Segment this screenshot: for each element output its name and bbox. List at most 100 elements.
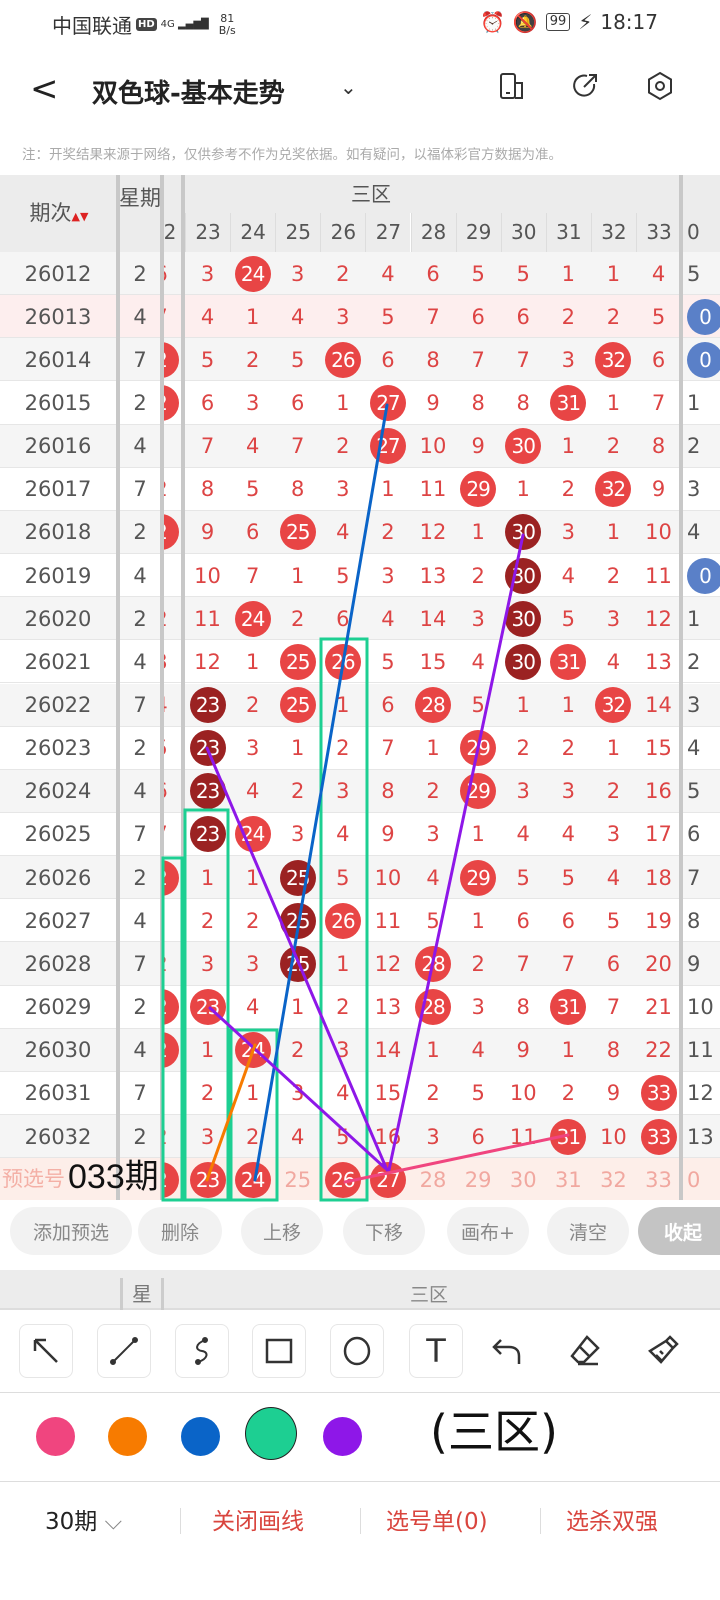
number-cell[interactable]: 5 [591,899,636,942]
blue-cell[interactable]: 0 [683,338,720,381]
page-title[interactable]: 双色球-基本走势 [92,79,285,109]
preselect-cell[interactable]: 2 [163,1158,181,1200]
number-cell[interactable]: 4 [230,770,275,813]
issue-header[interactable]: 期次▲▼ [0,175,118,252]
number-cell[interactable]: 7 [275,425,320,468]
number-cell[interactable]: 10 [636,511,681,554]
number-cell[interactable]: 2 [591,554,636,597]
blue-cell[interactable]: 6 [683,813,720,856]
number-cell[interactable]: 32 [591,468,636,511]
preselect-cell[interactable]: 26 [320,1158,365,1200]
partial-cell[interactable]: 3 [163,640,181,683]
number-cell[interactable]: 13 [411,554,456,597]
number-cell[interactable]: 30 [501,425,546,468]
number-cell[interactable]: 6 [501,295,546,338]
undo-button[interactable] [480,1324,534,1378]
number-cell[interactable]: 1 [230,1072,275,1115]
number-cell[interactable]: 27 [365,425,410,468]
number-cell[interactable]: 11 [501,1115,546,1158]
number-cell[interactable]: 2 [185,1072,230,1115]
number-cell[interactable]: 25 [275,684,320,727]
blue-cell[interactable]: 2 [683,640,720,683]
number-cell[interactable]: 3 [275,252,320,295]
number-cell[interactable]: 33 [636,1115,681,1158]
number-cell[interactable]: 8 [411,338,456,381]
number-cell[interactable]: 6 [185,381,230,424]
number-cell[interactable]: 4 [230,986,275,1029]
number-cell[interactable]: 1 [591,727,636,770]
blue-cell[interactable]: 2 [683,425,720,468]
number-cell[interactable]: 6 [320,597,365,640]
number-cell[interactable]: 1 [230,640,275,683]
number-cell[interactable]: 5 [320,1115,365,1158]
color-orange[interactable] [108,1417,147,1456]
number-cell[interactable]: 6 [546,899,591,942]
number-cell[interactable]: 2 [456,942,501,985]
number-cell[interactable]: 3 [275,1072,320,1115]
number-cell[interactable]: 25 [275,511,320,554]
number-cell[interactable]: 10 [501,1072,546,1115]
number-cell[interactable]: 28 [411,942,456,985]
number-cell[interactable]: 2 [591,770,636,813]
number-cell[interactable]: 2 [365,511,410,554]
number-cell[interactable]: 2 [591,425,636,468]
number-cell[interactable]: 15 [411,640,456,683]
circle-tool-button[interactable] [330,1324,384,1378]
partial-cell[interactable]: 2 [163,511,181,554]
action-button-0[interactable]: 添加预选 [10,1207,132,1255]
number-cell[interactable]: 7 [411,295,456,338]
number-cell[interactable]: 8 [275,468,320,511]
blue-cell[interactable]: 4 [683,727,720,770]
action-button-2[interactable]: 上移 [241,1207,323,1255]
number-cell[interactable]: 1 [546,1029,591,1072]
number-cell[interactable]: 7 [636,381,681,424]
partial-cell[interactable]: 6 [163,252,181,295]
number-cell[interactable]: 2 [456,554,501,597]
number-cell[interactable]: 4 [591,640,636,683]
number-cell[interactable]: 5 [636,295,681,338]
preselect-cell[interactable]: 24 [230,1158,275,1200]
number-cell[interactable]: 3 [546,770,591,813]
number-cell[interactable]: 4 [546,554,591,597]
number-cell[interactable]: 25 [275,942,320,985]
number-cell[interactable]: 4 [275,295,320,338]
number-cell[interactable]: 1 [275,986,320,1029]
number-cell[interactable]: 4 [320,813,365,856]
number-cell[interactable]: 11 [185,597,230,640]
partial-cell[interactable] [163,899,181,942]
number-cell[interactable]: 3 [591,597,636,640]
number-cell[interactable]: 29 [456,468,501,511]
number-cell[interactable]: 4 [456,1029,501,1072]
number-cell[interactable]: 6 [456,295,501,338]
partial-cell[interactable] [163,1072,181,1115]
number-cell[interactable]: 1 [230,856,275,899]
blue-cell[interactable]: 5 [683,770,720,813]
number-cell[interactable]: 4 [365,252,410,295]
number-cell[interactable]: 19 [636,899,681,942]
partial-cell[interactable]: 4 [163,684,181,727]
text-tool-button[interactable]: T [409,1324,463,1378]
number-cell[interactable]: 9 [185,511,230,554]
number-cell[interactable]: 14 [636,684,681,727]
number-cell[interactable]: 5 [456,252,501,295]
color-pink[interactable] [36,1417,75,1456]
number-cell[interactable]: 2 [230,684,275,727]
number-cell[interactable]: 8 [591,1029,636,1072]
number-cell[interactable]: 26 [320,640,365,683]
number-cell[interactable]: 5 [275,338,320,381]
back-button[interactable]: < [30,69,59,109]
partial-cell[interactable]: 7 [163,295,181,338]
number-cell[interactable]: 2 [275,770,320,813]
number-cell[interactable]: 6 [230,511,275,554]
number-cell[interactable]: 6 [591,942,636,985]
number-cell[interactable]: 7 [365,727,410,770]
period-selector[interactable]: 30期 ⌵ [45,1502,122,1536]
number-cell[interactable]: 2 [320,727,365,770]
line-tool-button[interactable] [97,1324,151,1378]
number-cell[interactable]: 25 [275,899,320,942]
blue-cell[interactable]: 3 [683,684,720,727]
number-cell[interactable]: 22 [636,1029,681,1072]
number-cell[interactable]: 1 [591,381,636,424]
chevron-down-icon[interactable]: ⌄ [340,75,357,99]
number-cell[interactable]: 5 [320,856,365,899]
